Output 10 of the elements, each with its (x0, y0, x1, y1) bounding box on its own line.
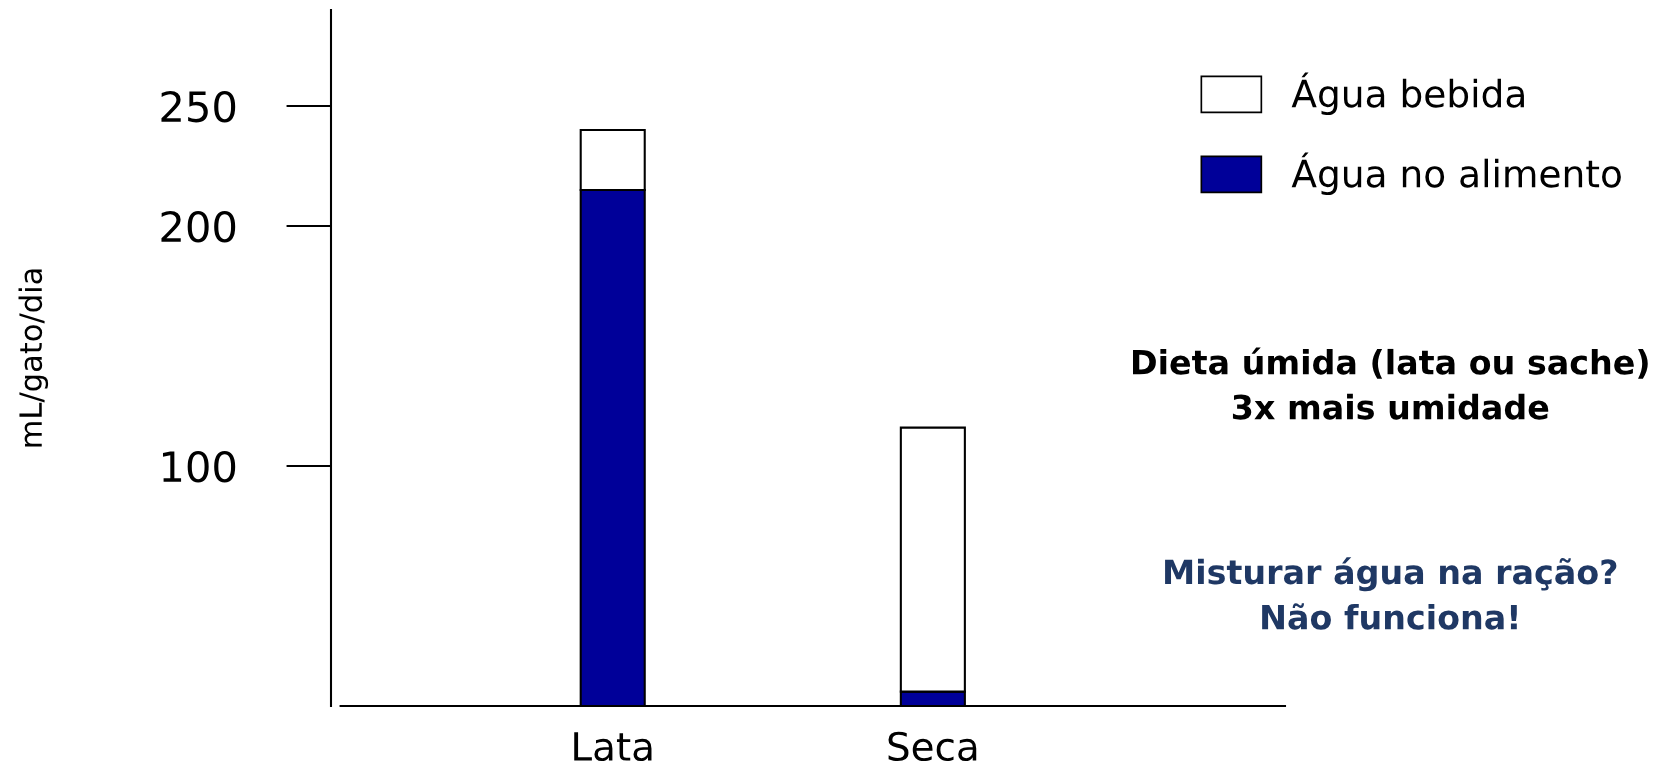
annotation: Dieta úmida (lata ou sache) 3x mais umidade (1133, 347, 1648, 420)
y-tick-label: 250 (161, 90, 236, 123)
annotation: Misturar água na ração? Não funciona! (1165, 557, 1617, 630)
legend-label: Água no alimento (1291, 152, 1621, 195)
legend-label: Água bebida (1291, 72, 1524, 115)
y-tick-label: 100 (162, 450, 236, 483)
x-tick-label: Seca (888, 731, 977, 762)
y-tick-label: 200 (161, 210, 236, 243)
y-axis-title: mL/gato/dia (18, 269, 49, 447)
x-tick-label: Lata (574, 732, 652, 762)
